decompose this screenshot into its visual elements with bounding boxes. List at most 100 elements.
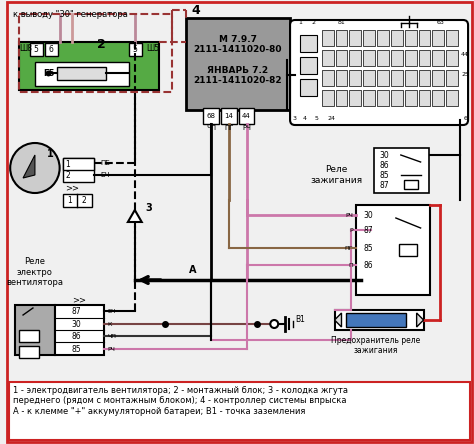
- Text: 63: 63: [437, 20, 444, 25]
- Text: 5: 5: [34, 44, 38, 53]
- Bar: [238, 108, 255, 124]
- Bar: [15, 305, 55, 355]
- Bar: [405, 90, 417, 106]
- Bar: [363, 90, 375, 106]
- Text: 2: 2: [82, 195, 87, 205]
- Bar: [363, 30, 375, 46]
- Circle shape: [270, 320, 278, 328]
- Bar: [129, 43, 142, 56]
- Text: 30: 30: [363, 210, 373, 219]
- Bar: [391, 90, 403, 106]
- Bar: [404, 180, 418, 189]
- Bar: [346, 313, 406, 327]
- Text: 24: 24: [328, 115, 336, 120]
- Bar: [447, 50, 458, 66]
- Bar: [405, 30, 417, 46]
- Text: Реле
зажигания: Реле зажигания: [310, 165, 363, 185]
- Bar: [419, 70, 430, 86]
- Bar: [349, 90, 361, 106]
- Bar: [377, 50, 389, 66]
- Bar: [300, 35, 317, 52]
- Text: ЧП: ЧП: [206, 125, 216, 131]
- Bar: [432, 70, 444, 86]
- Text: >>: >>: [73, 296, 86, 305]
- Text: ПБ: ПБ: [100, 160, 110, 166]
- Text: 2: 2: [312, 20, 316, 25]
- Text: 44: 44: [461, 52, 469, 58]
- Circle shape: [10, 143, 60, 193]
- Bar: [57, 67, 106, 80]
- Bar: [322, 90, 334, 106]
- Text: 1: 1: [47, 149, 54, 159]
- Text: F5: F5: [43, 70, 55, 79]
- Polygon shape: [335, 313, 341, 327]
- Text: РЧ: РЧ: [242, 125, 251, 131]
- Text: 68: 68: [207, 113, 216, 119]
- Text: 1: 1: [67, 195, 72, 205]
- Text: 3: 3: [145, 203, 152, 213]
- Text: 6: 6: [48, 44, 53, 53]
- Polygon shape: [23, 155, 35, 178]
- Bar: [349, 30, 361, 46]
- Text: 4: 4: [192, 4, 201, 17]
- Text: РЧ: РЧ: [107, 346, 115, 352]
- Bar: [63, 194, 92, 207]
- Bar: [19, 346, 39, 358]
- Text: 2: 2: [97, 39, 106, 52]
- Bar: [55, 305, 104, 355]
- Text: 86: 86: [363, 261, 373, 270]
- Bar: [377, 30, 389, 46]
- Text: 4: 4: [303, 115, 307, 120]
- Text: к выводу "30" генератора: к выводу "30" генератора: [13, 10, 128, 19]
- Bar: [9, 382, 470, 440]
- Bar: [377, 90, 389, 106]
- Bar: [300, 79, 317, 96]
- Bar: [432, 50, 444, 66]
- Text: 87: 87: [379, 181, 389, 190]
- Text: РЧ: РЧ: [346, 213, 353, 218]
- Bar: [356, 205, 430, 295]
- Bar: [45, 43, 58, 56]
- FancyBboxPatch shape: [290, 20, 468, 125]
- Text: 86: 86: [379, 160, 389, 170]
- Bar: [349, 70, 361, 86]
- Text: 44: 44: [242, 113, 251, 119]
- Bar: [391, 70, 403, 86]
- Text: К: К: [107, 321, 111, 326]
- Text: 81: 81: [337, 20, 346, 25]
- Polygon shape: [128, 210, 142, 222]
- Text: 1: 1: [298, 20, 302, 25]
- Bar: [186, 18, 290, 110]
- Text: Р: Р: [350, 227, 353, 233]
- Text: 86: 86: [72, 332, 81, 341]
- Bar: [399, 244, 417, 256]
- Text: ЧП: ЧП: [107, 333, 116, 338]
- Text: 14: 14: [224, 113, 233, 119]
- Text: БЧ: БЧ: [107, 309, 116, 313]
- Bar: [419, 30, 430, 46]
- Bar: [336, 70, 347, 86]
- Text: ПГ: ПГ: [345, 246, 353, 250]
- Bar: [391, 50, 403, 66]
- Text: 25: 25: [461, 72, 469, 78]
- Bar: [447, 90, 458, 106]
- Bar: [377, 70, 389, 86]
- Text: 6: 6: [463, 115, 467, 120]
- Text: 85: 85: [72, 345, 81, 353]
- Bar: [203, 108, 219, 124]
- Bar: [322, 70, 334, 86]
- Bar: [405, 50, 417, 66]
- Text: 85: 85: [363, 243, 373, 253]
- Text: >>: >>: [65, 183, 80, 193]
- Text: М 7.9.7
2111-1411020-80

ЯНВАРЬ 7.2
2111-1411020-82: М 7.9.7 2111-1411020-80 ЯНВАРЬ 7.2 2111-…: [193, 35, 282, 85]
- Text: 3: 3: [293, 115, 297, 120]
- Bar: [63, 158, 94, 170]
- Bar: [221, 108, 237, 124]
- Bar: [349, 50, 361, 66]
- Bar: [30, 43, 43, 56]
- Polygon shape: [417, 313, 424, 327]
- Text: 1: 1: [65, 159, 70, 169]
- Text: А: А: [190, 265, 197, 275]
- Text: 30: 30: [379, 151, 389, 159]
- Text: 85: 85: [379, 170, 389, 179]
